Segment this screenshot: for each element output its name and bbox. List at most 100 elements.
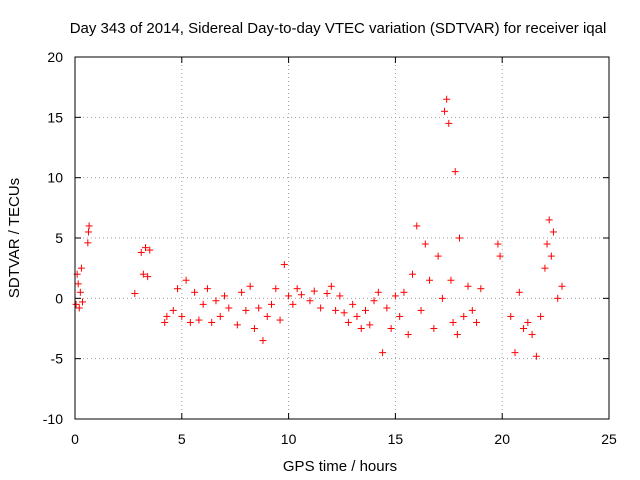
data-point [477,285,485,293]
data-point [141,244,149,252]
data-point [443,95,451,103]
data-point [285,292,293,300]
data-point [496,252,504,260]
x-tick-label: 25 [601,431,617,447]
data-point [216,312,224,320]
data-point [537,312,545,320]
data-point [306,297,314,305]
x-tick-label: 0 [71,431,79,447]
data-point [293,285,301,293]
grid-layer [75,57,609,419]
data-point [370,297,378,305]
data-point [276,316,284,324]
tick-labels: 0 5 10 15 20 25 -10 -5 0 5 10 15 20 [43,49,617,447]
data-point [400,288,408,296]
data-point [163,312,171,320]
data-point [242,306,250,314]
data-point [85,222,93,230]
data-point [208,318,216,326]
data-point [195,316,203,324]
data-point [272,285,280,293]
data-point [541,264,549,272]
data-point [447,276,455,284]
x-tick-label: 15 [388,431,404,447]
data-point [144,273,152,281]
data-point [511,349,519,357]
y-tick-label: 15 [47,109,63,125]
data-point [383,304,391,312]
data-point [421,240,429,248]
data-point [515,288,523,296]
data-point [507,312,515,320]
data-point [366,321,374,329]
data-point [72,300,80,308]
data-point [349,300,357,308]
data-point [310,287,318,295]
data-point [84,228,92,236]
data-point [441,107,449,115]
data-point [268,300,276,308]
data-point [438,294,446,302]
data-point [545,216,553,224]
data-point [131,290,139,298]
data-point [259,337,267,345]
data-point [233,321,241,329]
data-point [169,306,177,314]
data-point [520,325,528,332]
data-point [549,228,557,236]
data-points [72,95,566,360]
data-point [137,248,145,256]
data-point [238,288,246,296]
data-point [357,325,365,332]
data-point [451,168,459,176]
data-point [221,292,229,300]
data-point [212,297,220,305]
data-point [75,304,83,312]
data-point [146,246,154,254]
data-point [445,119,453,127]
data-point [374,288,382,296]
data-point [554,294,562,302]
data-point [191,288,199,296]
data-point [455,234,463,242]
data-point [74,280,82,288]
data-point [332,306,340,314]
y-tick-label: -5 [51,351,64,367]
data-point [263,312,271,320]
chart-title: Day 343 of 2014, Sidereal Day-to-day VTE… [70,20,607,37]
x-tick-label: 20 [494,431,510,447]
data-point [323,290,331,298]
data-point [468,306,476,314]
data-point [186,318,194,326]
data-point [361,306,369,314]
data-point [336,292,344,300]
data-point [543,240,551,248]
y-axis-label: SDTVAR / TECUs [6,178,23,298]
y-tick-label: -10 [43,411,63,427]
data-point [558,282,566,290]
data-point [417,306,425,314]
data-point [178,312,186,320]
data-point [250,325,258,332]
data-point [430,325,438,332]
data-point [524,318,532,326]
data-point [174,285,182,293]
data-point [182,276,190,284]
data-point [413,222,421,230]
data-point [289,300,297,308]
data-point [453,331,461,339]
data-point [199,300,207,308]
data-point [532,352,540,360]
data-point [449,318,457,326]
data-point [246,282,254,290]
data-point [225,304,233,312]
y-tick-label: 20 [47,49,63,65]
data-point [78,298,86,306]
data-point [139,270,147,278]
data-point [76,288,84,296]
x-axis-label: GPS time / hours [283,458,397,475]
data-point [203,285,211,293]
data-point [460,312,468,320]
data-point [379,349,387,357]
